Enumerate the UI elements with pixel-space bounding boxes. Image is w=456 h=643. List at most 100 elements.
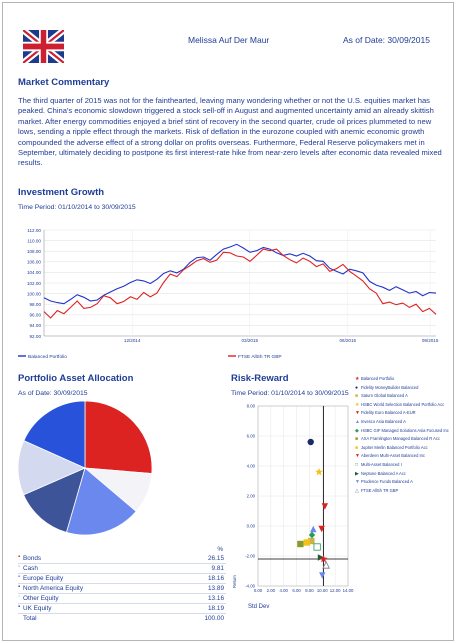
y-tick-label: 0.00 [247, 524, 256, 529]
y-tick-label: 4.00 [247, 464, 256, 469]
risk-reward-chart: 8.006.004.002.000.00-2.00-4.000.00 2.00 4.… [232, 404, 354, 610]
uk-flag-icon [23, 30, 64, 63]
legend-label: Jupiter Merlin Balanced Portfolio Acc [361, 444, 428, 450]
allocation-name: Europe Equity [23, 575, 64, 582]
legend-label: Aberdeen Multi-Asset Balanced Inc [361, 453, 425, 459]
legend-item: ■ AXA Framlington Managed Balanced R Acc [355, 435, 451, 444]
y-tick-label: 96.00 [30, 313, 42, 318]
legend-bullet-icon: ▪ [18, 564, 21, 570]
allocation-value: 9.81 [211, 565, 224, 572]
asset-allocation-date: As of Date: 30/09/2015 [18, 390, 88, 397]
legend-marker-icon: ★ [355, 401, 360, 408]
legend-item: ◆ HSBC GIF Managed Solutions Asia Focused… [355, 427, 451, 436]
allocation-name: Bonds [23, 555, 42, 562]
allocation-value: 26.15 [208, 555, 224, 562]
legend-marker-icon: ■ [355, 436, 359, 443]
pie-slice [84, 400, 153, 474]
legend-item: ★ HSBC World Selection Balanced Portfolio… [355, 401, 451, 410]
legend-label: Invesco Asia Balanced A [361, 418, 406, 424]
market-commentary-title: Market Commentary [18, 77, 110, 88]
pie-slice [18, 440, 86, 496]
legend-label: FTSE AllSh TR GBP [238, 354, 282, 360]
y-tick-label: -4.00 [245, 584, 255, 589]
x-tick-label: 14.00 [343, 588, 354, 593]
x-tick-label: 2.00 [267, 588, 276, 593]
legend-marker-icon: ▼ [355, 453, 360, 460]
legend-label: Fidelity MoneyBuilder Balanced [361, 384, 419, 390]
x-tick-label: 12.00 [330, 588, 341, 593]
y-tick-label: 94.00 [30, 323, 42, 328]
legend-marker-icon: ■ [355, 393, 359, 400]
allocation-name: Cash [23, 565, 38, 572]
y-axis-label: Return [232, 574, 237, 588]
data-point [321, 503, 329, 510]
x-tick-label: 4.00 [280, 588, 289, 593]
allocation-row: ▪ Europe Equity 18.16 [18, 574, 226, 584]
allocation-value: 18.19 [208, 605, 224, 612]
legend-item: ● Fidelity MoneyBuilder Balanced [355, 384, 451, 393]
legend-marker-icon: ■ [355, 444, 359, 451]
data-point [310, 525, 317, 533]
x-axis-label: Std Dev [248, 604, 269, 610]
y-tick-label: 108.00 [27, 249, 41, 254]
legend-label: Prudence Funds Balanced A [361, 479, 413, 485]
data-point [318, 525, 325, 533]
investment-growth-period: Time Period: 01/10/2014 to 30/09/2015 [18, 204, 136, 211]
data-point [322, 560, 330, 569]
investment-growth-title: Investment Growth [18, 187, 105, 198]
x-tick-label: 03/2015 [241, 338, 258, 343]
data-point [319, 572, 326, 579]
y-tick-label: 106.00 [27, 260, 41, 265]
legend-marker-icon: ▼ [355, 479, 360, 486]
legend-label: Saturn Global Balanced A [361, 393, 408, 399]
allocation-value: 13.89 [208, 585, 224, 592]
series-line [43, 248, 437, 319]
asset-allocation-pie [18, 400, 153, 536]
legend-marker-icon: ★ [355, 376, 360, 382]
data-point [303, 539, 311, 546]
legend-marker-icon: ▼ [355, 410, 360, 417]
legend-label: Neptune Balanced A Acc [361, 470, 406, 476]
x-tick-label: 0.00 [254, 588, 263, 593]
allocation-table: % ▪ Bonds 26.15 ▪ Cash 9.81 ▪ Europe Equity 18.1… [18, 546, 226, 623]
y-tick-label: 104.00 [27, 270, 41, 275]
y-tick-label: 102.00 [27, 281, 41, 286]
x-tick-label: 6.00 [292, 588, 301, 593]
allocation-row: ▪ Other Equity 13.16 [18, 594, 226, 604]
data-point [297, 540, 304, 548]
total-label: Total [23, 615, 37, 622]
legend-bullet-icon: ▪ [18, 604, 21, 610]
legend-label: Balanced Portfolio [361, 376, 395, 381]
pie-slice [65, 467, 137, 536]
legend-item: ▶ Neptune Balanced A Acc [355, 470, 451, 479]
allocation-name: UK Equity [23, 605, 52, 612]
data-point [308, 531, 316, 539]
legend-item: ▲ Invesco Asia Balanced A [355, 418, 451, 427]
y-tick-label: 6.00 [247, 434, 256, 439]
legend-marker-icon: ▲ [355, 418, 360, 425]
pie-slice [23, 467, 86, 533]
series-line [43, 243, 437, 305]
legend-bullet-icon: ▪ [18, 554, 21, 560]
y-tick-label: 100.00 [27, 291, 41, 296]
risk-reward-legend: ★ Balanced Portfolio ● Fidelity MoneyBuilde… [355, 375, 451, 495]
allocation-row: ▪ UK Equity 18.19 [18, 604, 226, 614]
legend-item: ▼ Aberdeen Multi-Asset Balanced Inc [355, 452, 451, 461]
legend-bullet-icon: ▪ [18, 594, 21, 600]
legend-marker-icon: ▶ [355, 470, 359, 477]
x-tick-label: 12/2014 [124, 338, 141, 343]
data-point [319, 554, 328, 563]
legend-label: AXA Framlington Managed Balanced R Acc [361, 436, 440, 442]
x-tick-label: 09/2015 [422, 338, 439, 343]
legend-label: HSBC World Selection Balanced Portfolio … [361, 401, 445, 407]
legend-marker-icon: ● [355, 384, 359, 391]
legend-label: FTSE AllSh TR GBP [361, 487, 399, 493]
legend-label: Balanced Portfolio [28, 354, 67, 360]
legend-item: ▼ Prudence Funds Balanced A [355, 478, 451, 487]
legend-bullet-icon: ▪ [18, 584, 21, 590]
legend-item: ■ Saturn Global Balanced A [355, 392, 451, 401]
allocation-header: % [18, 546, 226, 554]
y-tick-label: 2.00 [247, 494, 256, 499]
pct-header: % [217, 546, 223, 553]
legend-label: Fidelity Euro Balanced A-EUR [361, 410, 416, 416]
